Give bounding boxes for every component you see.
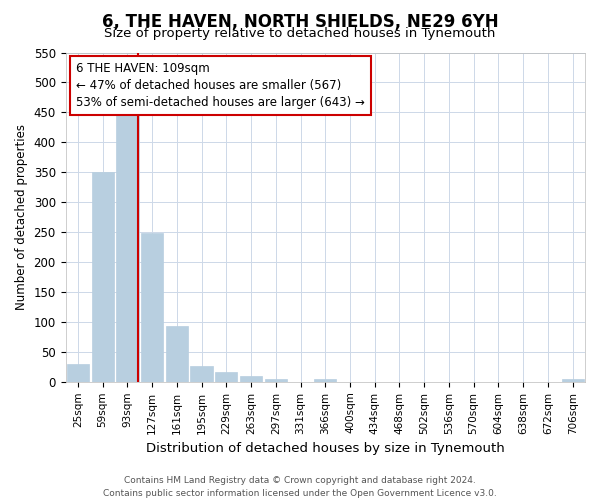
X-axis label: Distribution of detached houses by size in Tynemouth: Distribution of detached houses by size … [146,442,505,455]
Bar [215,372,238,382]
Bar [240,376,262,382]
Text: Size of property relative to detached houses in Tynemouth: Size of property relative to detached ho… [104,28,496,40]
Text: Contains HM Land Registry data © Crown copyright and database right 2024.
Contai: Contains HM Land Registry data © Crown c… [103,476,497,498]
Bar [562,379,584,382]
Bar [166,326,188,382]
Text: 6, THE HAVEN, NORTH SHIELDS, NE29 6YH: 6, THE HAVEN, NORTH SHIELDS, NE29 6YH [101,12,499,30]
Bar [141,234,163,382]
Bar [314,379,337,382]
Bar [190,366,213,382]
Bar [116,116,139,382]
Text: 6 THE HAVEN: 109sqm
← 47% of detached houses are smaller (567)
53% of semi-detac: 6 THE HAVEN: 109sqm ← 47% of detached ho… [76,62,365,110]
Bar [265,379,287,382]
Y-axis label: Number of detached properties: Number of detached properties [15,124,28,310]
Bar [92,172,114,382]
Bar [67,364,89,382]
